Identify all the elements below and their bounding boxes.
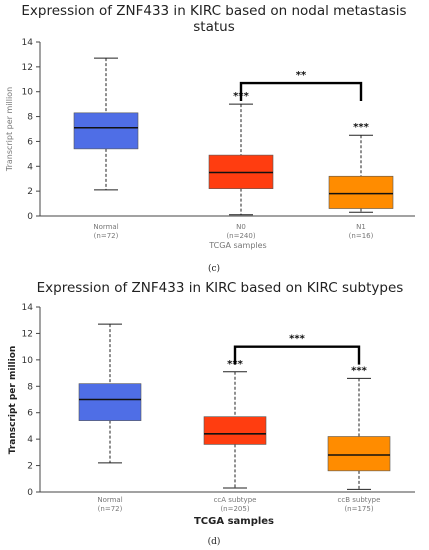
y-axis-label: Transcript per million [8, 346, 18, 455]
bracket-significance: ** [296, 70, 307, 81]
category-count: (n=72) [98, 505, 123, 513]
plot-area: 0 2 4 6 8 10 12 14 Normal(n=72) N0(n=240) *** N1(n=… [22, 38, 415, 240]
significance-stars: *** [351, 365, 367, 376]
category-count: (n=16) [349, 232, 374, 240]
box-normal [78, 383, 142, 421]
y-tick-label: 0 [27, 212, 33, 222]
category-count: (n=205) [220, 505, 249, 513]
chart-title-line-1: Expression of ZNF433 in KIRC based on KI… [37, 280, 404, 296]
comparison-bracket [239, 81, 363, 102]
chart-nodal-metastasis: Expression of ZNF433 in KIRC based on no… [5, 3, 415, 274]
y-tick-label: 14 [22, 38, 34, 48]
box-n1 [328, 175, 394, 209]
y-tick-label: 10 [22, 88, 34, 98]
panel-label: (c) [208, 263, 220, 274]
category-label: ccB subtype [338, 496, 381, 504]
category-label: ccA subtype [214, 496, 257, 504]
y-tick-label: 2 [27, 462, 33, 472]
y-tick-label: 4 [27, 162, 33, 172]
chart-kirc-subtypes: Expression of ZNF433 in KIRC based on KI… [8, 280, 415, 547]
comparison-bracket [233, 345, 361, 365]
chart-title-line-2: status [193, 19, 234, 35]
y-tick-label: 10 [22, 356, 34, 366]
panel-label: (d) [208, 536, 221, 547]
category-label: Normal [93, 223, 118, 231]
box-normal [73, 112, 139, 150]
category-label: N0 [236, 223, 246, 231]
y-tick-label: 12 [22, 63, 33, 73]
y-tick-label: 0 [27, 488, 33, 498]
category-count: (n=240) [226, 232, 255, 240]
bracket-significance: *** [289, 334, 305, 345]
y-tick-label: 6 [27, 409, 33, 419]
y-tick-label: 12 [22, 329, 33, 339]
y-tick-label: 6 [27, 137, 33, 147]
y-tick-label: 4 [27, 435, 33, 445]
significance-stars: *** [353, 122, 369, 133]
category-label: N1 [356, 223, 366, 231]
category-label: Normal [97, 496, 122, 504]
y-axis-label: Transcript per million [5, 87, 14, 172]
category-count: (n=72) [94, 232, 119, 240]
y-tick-label: 14 [22, 303, 34, 313]
chart-title-line-1: Expression of ZNF433 in KIRC based on no… [21, 3, 406, 19]
box-ccb-subtype [327, 436, 391, 472]
box-cca-subtype [203, 416, 267, 445]
y-tick-label: 2 [27, 187, 33, 197]
x-axis-label: TCGA samples [208, 241, 266, 250]
category-count: (n=175) [344, 505, 373, 513]
x-axis-label: TCGA samples [194, 516, 274, 527]
y-tick-label: 8 [27, 113, 33, 123]
plot-area: 0 2 4 6 8 10 12 14 Normal(n=72) ccA subtype(n=205… [22, 303, 415, 513]
y-tick-label: 8 [27, 382, 33, 392]
